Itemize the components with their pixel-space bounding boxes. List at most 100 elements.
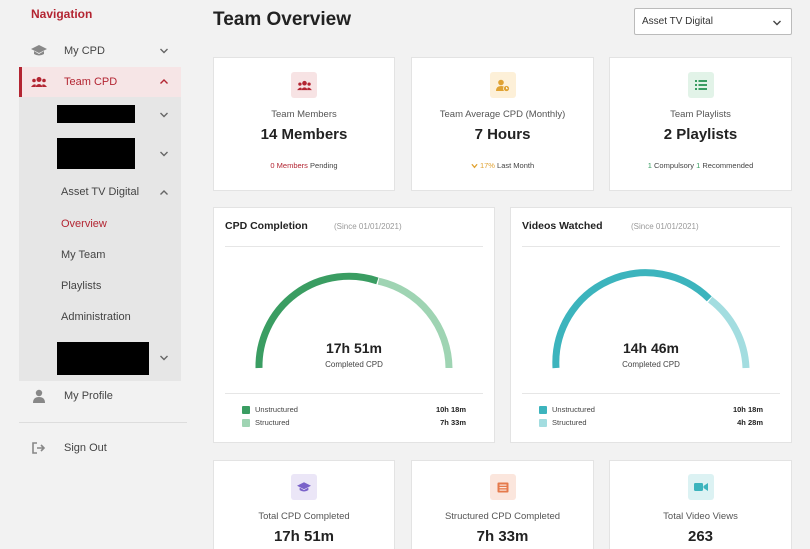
- legend-item-structured: Structured: [242, 418, 290, 427]
- submenu-item-playlists[interactable]: Playlists: [61, 280, 102, 292]
- user-icon: [31, 389, 47, 403]
- stat-value: 263: [687, 528, 714, 545]
- stat-value: 2 Playlists: [663, 126, 738, 143]
- submenu-item-asset-tv[interactable]: Asset TV Digital: [61, 186, 140, 198]
- pending-count[interactable]: 0 Members: [270, 161, 308, 170]
- panel-divider: [225, 393, 483, 394]
- users-icon: [291, 72, 317, 98]
- gauge-segment-unstructured: [255, 272, 379, 369]
- users-icon: [31, 75, 47, 89]
- graduation-cap-icon: [291, 474, 317, 500]
- stat-label: Team Average CPD (Monthly): [439, 109, 566, 120]
- stat-label: Team Playlists: [670, 109, 731, 120]
- compulsory-label: Compulsory: [654, 161, 695, 170]
- sidebar-item-my-profile[interactable]: My Profile: [19, 381, 181, 411]
- graduation-cap-icon: [31, 44, 47, 58]
- legend-label: Structured: [255, 418, 290, 427]
- stat-card-video-views: Total Video Views 263: [609, 460, 792, 549]
- submenu-item-overview[interactable]: Overview: [61, 218, 107, 230]
- stat-label: Team Members: [271, 109, 337, 120]
- user-clock-icon: [489, 72, 516, 98]
- chevron-up-icon: [160, 79, 168, 84]
- legend-label: Unstructured: [552, 405, 595, 414]
- legend-item-unstructured: Unstructured: [539, 405, 595, 414]
- sign-out-icon: [31, 441, 47, 455]
- cpd-completion-panel: CPD Completion (Since 01/01/2021) 17h 51…: [213, 207, 495, 443]
- legend-item-unstructured: Unstructured: [242, 405, 298, 414]
- panel-title: Videos Watched: [522, 220, 603, 232]
- submenu-item-administration[interactable]: Administration: [61, 311, 131, 323]
- submenu-item-my-team[interactable]: My Team: [61, 249, 106, 261]
- chevron-down-icon: [471, 163, 478, 169]
- chevron-down-icon: [160, 48, 168, 54]
- gauge-segment-unstructured: [552, 269, 712, 369]
- legend-value: 10h 18m: [732, 405, 763, 414]
- recommended-label: Recommended: [702, 161, 754, 170]
- panel-title: CPD Completion: [225, 220, 308, 232]
- panel-divider: [225, 246, 483, 247]
- stat-label: Total Video Views: [663, 511, 738, 522]
- panel-divider: [522, 246, 780, 247]
- team-cpd-submenu: Asset TV Digital Overview My Team Playli…: [19, 97, 181, 381]
- legend-swatch: [539, 405, 547, 414]
- chevron-down-icon[interactable]: [159, 110, 169, 120]
- legend-label: Unstructured: [255, 405, 298, 414]
- compulsory-count: 1: [647, 161, 652, 170]
- stat-card-team-playlists: Team Playlists 2 Playlists 1 Compulsory …: [609, 57, 792, 191]
- newspaper-icon: [489, 474, 516, 500]
- stat-label: Structured CPD Completed: [444, 511, 561, 522]
- gauge-value: 14h 46m: [622, 340, 680, 356]
- legend-value: 10h 18m: [435, 405, 466, 414]
- stat-card-team-members: Team Members 14 Members 0 Members Pendin…: [213, 57, 395, 191]
- change-label: Last Month: [497, 161, 535, 170]
- chevron-up-icon[interactable]: [159, 188, 169, 198]
- legend-item-structured: Structured: [539, 418, 587, 427]
- panel-since: (Since 01/01/2021): [334, 222, 402, 231]
- legend-swatch: [242, 418, 250, 427]
- stat-card-total-cpd: Total CPD Completed 17h 51m: [213, 460, 395, 549]
- legend-value: 7h 33m: [440, 418, 466, 427]
- redacted-item: [57, 138, 135, 169]
- legend-swatch: [242, 405, 250, 414]
- team-select-value: Asset TV Digital: [642, 16, 713, 27]
- legend-label: Structured: [552, 418, 587, 427]
- list-icon: [687, 72, 714, 98]
- sidebar-item-label: My CPD: [64, 45, 105, 57]
- gauge-value: 17h 51m: [325, 340, 383, 356]
- chevron-down-icon[interactable]: [159, 353, 169, 363]
- chevron-down-icon: [773, 20, 781, 26]
- sidebar: Navigation My CPD Team CPD Asset TV Digi…: [0, 0, 200, 549]
- stat-sub: 17% Last Month: [412, 161, 593, 170]
- gauge-segment-structured: [377, 277, 453, 369]
- stat-value: 7 Hours: [474, 126, 531, 143]
- change-percent: 17%: [479, 161, 495, 170]
- stat-value: 7h 33m: [476, 528, 529, 545]
- nav-title: Navigation: [31, 7, 93, 21]
- stat-sub: 1 Compulsory 1 Recommended: [610, 161, 791, 170]
- stat-card-average-cpd: Team Average CPD (Monthly) 7 Hours 17% L…: [411, 57, 594, 191]
- chevron-down-icon[interactable]: [159, 149, 169, 159]
- gauge-label: Completed CPD: [325, 360, 383, 369]
- sidebar-item-my-cpd[interactable]: My CPD: [19, 36, 181, 66]
- legend-value: 4h 28m: [737, 418, 763, 427]
- team-select[interactable]: Asset TV Digital: [634, 8, 792, 35]
- panel-divider: [522, 393, 780, 394]
- sidebar-item-label: My Profile: [64, 390, 113, 402]
- page-title: Team Overview: [213, 9, 352, 30]
- pending-label: Pending: [310, 161, 338, 170]
- panel-since: (Since 01/01/2021): [631, 222, 699, 231]
- videos-gauge: [552, 269, 750, 369]
- redacted-item: [57, 105, 135, 123]
- sidebar-item-label: Team CPD: [64, 76, 118, 88]
- sidebar-item-team-cpd[interactable]: Team CPD: [19, 67, 181, 97]
- redacted-item: [57, 342, 149, 375]
- sidebar-item-label: Sign Out: [64, 442, 107, 454]
- stat-value: 17h 51m: [273, 528, 335, 545]
- stat-sub: 0 Members Pending: [214, 161, 394, 170]
- stat-label: Total CPD Completed: [258, 511, 350, 522]
- gauge-segment-structured: [707, 296, 750, 369]
- legend-swatch: [539, 418, 547, 427]
- cpd-gauge: [255, 272, 453, 369]
- sidebar-item-sign-out[interactable]: Sign Out: [19, 433, 181, 463]
- sidebar-divider: [19, 422, 187, 423]
